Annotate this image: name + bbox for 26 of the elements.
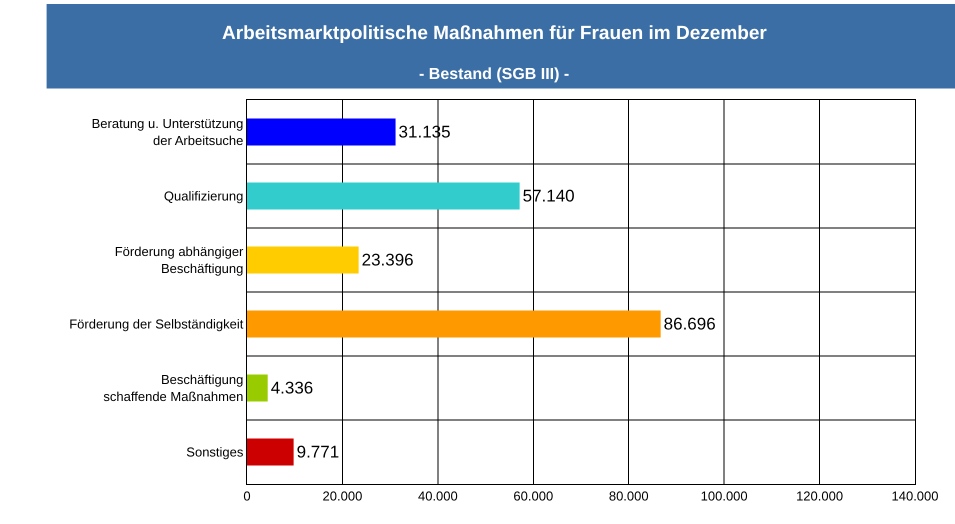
- bar: [247, 118, 396, 146]
- x-tick-label: 80.000: [608, 488, 649, 504]
- y-tick-label: Qualifizierung: [164, 188, 244, 204]
- x-tick-label: 120.000: [796, 488, 844, 504]
- chart-title: Arbeitsmarktpolitische Maßnahmen für Frauen im Dezember: [222, 23, 768, 44]
- data-label: 9.771: [296, 442, 340, 462]
- y-tick-label: Beschäftigung schaffende Maßnahmen: [103, 372, 244, 404]
- data-label: 86.696: [664, 314, 716, 334]
- chart-subtitle: - Bestand (SGB III) -: [419, 66, 570, 83]
- x-tick-label: 140.000: [892, 488, 938, 504]
- bar: [247, 374, 268, 402]
- y-tick-label: Förderung der Selbständigkeit: [69, 316, 244, 332]
- x-tick-label: 100.000: [700, 488, 748, 504]
- x-tick-label: 60.000: [513, 488, 554, 504]
- y-tick-label: Sonstiges: [186, 444, 244, 460]
- y-tick-label: Beratung u. Unterstützung der Arbeitsuche: [92, 116, 244, 148]
- data-label: 23.396: [362, 250, 414, 270]
- y-tick-label: Förderung abhängiger Beschäftigung: [114, 244, 244, 276]
- bar: [247, 182, 520, 210]
- bar: [247, 246, 359, 274]
- data-label: 4.336: [270, 378, 314, 398]
- x-tick-label: 40.000: [418, 488, 458, 504]
- bar: [247, 310, 661, 338]
- x-tick-label: 0: [243, 488, 251, 504]
- x-tick-label: 20.000: [322, 488, 362, 504]
- bar: [247, 438, 294, 466]
